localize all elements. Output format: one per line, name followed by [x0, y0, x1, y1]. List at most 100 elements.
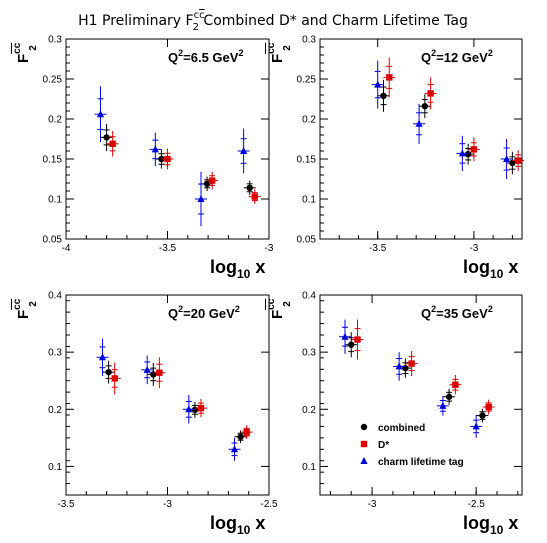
data-point-combined	[421, 103, 429, 110]
data-point-combined	[464, 151, 472, 158]
x-tick-label: -3.5	[57, 499, 75, 510]
y-axis-label-sup: cc	[12, 42, 23, 54]
x-axis-label-main: log	[210, 513, 237, 533]
y-tick-label: 0.25	[43, 75, 63, 86]
legend-label-dstar: D*	[378, 440, 389, 451]
data-point-combined	[402, 364, 409, 372]
q2-label-post: =12 GeV	[436, 50, 488, 65]
y-axis-label-sub: 2	[28, 45, 39, 51]
x-axis-label-end: x	[503, 513, 518, 533]
data-point-lifetime	[96, 110, 105, 118]
data-point-combined	[380, 92, 387, 100]
series-combined	[377, 79, 519, 175]
title-pre: H1 Preliminary F	[78, 13, 193, 29]
x-tick-label: -3	[368, 499, 377, 510]
data-point-dstar	[452, 381, 459, 388]
x-tick-label: -2.5	[468, 499, 486, 510]
data-point-dstar	[386, 74, 393, 81]
y-tick-label: 0.4	[302, 291, 316, 302]
x-axis-label-sub: 10	[237, 523, 251, 537]
x-tick-label: -3	[163, 499, 172, 510]
series-dstar	[351, 319, 495, 415]
legend-marker-combined	[360, 423, 368, 431]
y-tick-label: 0.2	[48, 405, 62, 416]
y-tick-label: 0.1	[302, 462, 316, 473]
legend-marker-dstar	[360, 440, 368, 448]
data-point-combined	[158, 155, 165, 163]
q2-label-pre: Q	[421, 306, 431, 321]
legend-label-lifetime: charm lifetime tag	[378, 457, 464, 468]
q2-label-sup2: 2	[238, 48, 243, 58]
data-point-dstar	[164, 155, 171, 163]
y-axis-label-main: F	[15, 310, 32, 319]
x-tick-label: -3	[265, 243, 274, 254]
data-point-dstar	[156, 369, 163, 376]
x-axis-label-end: x	[250, 513, 265, 533]
y-tick-label: 0.3	[48, 348, 62, 359]
data-point-dstar	[514, 157, 522, 164]
data-point-dstar	[427, 90, 434, 97]
y-tick-label: 0.05	[297, 235, 317, 246]
data-point-dstar	[251, 193, 258, 200]
y-tick-label: 0.2	[302, 405, 316, 416]
title-sup-bar: c	[199, 10, 205, 21]
y-axis-label-sub: 2	[28, 301, 39, 307]
series-lifetime	[371, 60, 513, 179]
data-point-dstar	[243, 428, 250, 436]
data-point-dstar	[354, 336, 361, 343]
figure-title: H1 Preliminary Fcc 2 Combined D* and Char…	[78, 10, 468, 33]
x-axis-label-end: x	[250, 257, 265, 277]
y-tick-label: 0.1	[302, 195, 316, 206]
x-axis-label: log10 x	[463, 513, 518, 537]
y-tick-label: 0.3	[302, 348, 316, 359]
series-lifetime	[96, 338, 241, 461]
q2-label: Q2=6.5 GeV2	[168, 48, 243, 65]
panels: -4 -3.5 -30.050.10.150.20.250.3Q2=6.5 GeV2…	[12, 35, 525, 538]
y-tick-label: 0.3	[302, 35, 316, 46]
series-combined	[102, 360, 247, 443]
data-point-dstar	[408, 360, 415, 367]
q2-label-sup: 2	[178, 304, 183, 314]
title-sup: c	[194, 10, 200, 21]
y-tick-label: 0.4	[48, 291, 62, 302]
y-axis-label-sub: 2	[282, 45, 293, 51]
x-axis-label: log10 x	[463, 257, 518, 281]
data-point-dstar	[197, 404, 205, 412]
data-point-combined	[445, 393, 453, 400]
y-axis-label: Fcc 2	[12, 42, 39, 63]
data-point-lifetime	[151, 145, 159, 153]
data-point-lifetime	[143, 365, 151, 373]
data-point-lifetime	[197, 195, 205, 202]
data-point-combined	[105, 368, 112, 376]
q2-label-pre: Q	[168, 306, 178, 321]
plot-frame	[319, 38, 523, 240]
data-point-dstar	[485, 403, 492, 411]
x-axis-label-sub: 10	[490, 267, 504, 281]
x-axis-label: log10 x	[210, 513, 265, 537]
data-point-dstar	[208, 177, 216, 184]
y-tick-label: 0.1	[48, 195, 62, 206]
series-combined	[100, 123, 256, 195]
data-point-lifetime	[185, 405, 193, 413]
y-tick-label: 0.25	[297, 75, 317, 86]
series-dstar	[108, 357, 253, 439]
y-tick-label: 0.15	[297, 155, 317, 166]
y-tick-label: 0.05	[43, 235, 63, 246]
y-axis-label-sup: cc	[12, 298, 23, 310]
data-point-combined	[103, 134, 110, 141]
data-point-dstar	[111, 375, 118, 382]
x-tick-label: -3.5	[369, 243, 387, 254]
data-point-lifetime	[458, 149, 466, 157]
q2-label-post: =20 GeV	[183, 306, 235, 321]
data-point-combined	[509, 159, 516, 167]
data-point-lifetime	[503, 155, 511, 162]
series-combined	[345, 332, 489, 423]
plot-frame	[319, 294, 523, 496]
data-point-lifetime	[395, 362, 403, 370]
data-point-lifetime	[374, 80, 382, 88]
q2-label-sup2: 2	[235, 304, 240, 314]
x-axis-label-main: log	[463, 513, 490, 533]
series-lifetime	[338, 319, 483, 438]
